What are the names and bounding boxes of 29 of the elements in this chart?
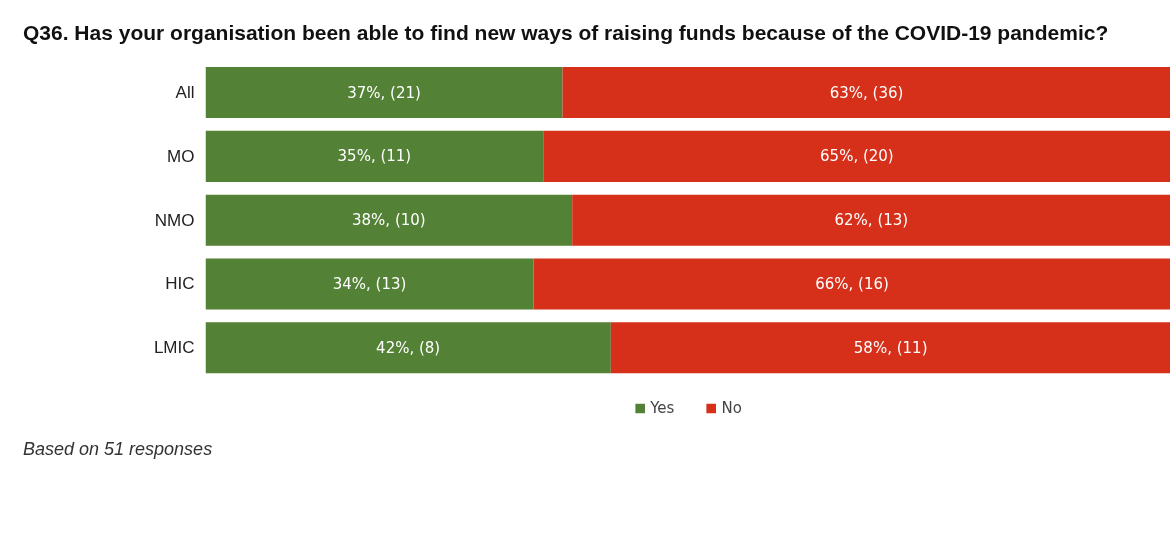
- bar: [572, 195, 1170, 247]
- bar: [205, 322, 611, 374]
- bar: [205, 67, 563, 119]
- chart-title: Q36. Has your organisation been able to find new ways of raising funds because of the COVID-19 pandemic?: [23, 20, 1109, 46]
- data-label: 34%, (13): [332, 275, 407, 294]
- bar: [543, 131, 1170, 183]
- y-tick-label: HIC: [165, 274, 195, 294]
- bar: [533, 258, 1170, 310]
- bar: [562, 67, 1170, 119]
- data-label: 37%, (21): [347, 83, 421, 102]
- bar: [205, 258, 534, 310]
- legend-label: No: [721, 399, 742, 418]
- data-label: 42%, (8): [376, 339, 441, 358]
- data-label: 35%, (11): [337, 147, 412, 166]
- data-label: 66%, (16): [815, 275, 889, 294]
- legend-label: Yes: [650, 399, 675, 418]
- data-label: 58%, (11): [853, 339, 928, 358]
- data-label: 63%, (36): [829, 83, 904, 102]
- data-label: 38%, (10): [352, 211, 426, 230]
- data-label: 62%, (13): [834, 211, 909, 230]
- bar: [610, 322, 1170, 374]
- bar: [205, 131, 544, 183]
- data-label: 65%, (20): [820, 147, 894, 166]
- y-tick-label: All: [175, 83, 195, 103]
- y-tick-label: NMO: [154, 211, 195, 231]
- y-tick-label: LMIC: [153, 338, 195, 358]
- text: Based on 51 responses: [23, 438, 213, 462]
- bar: [205, 195, 573, 247]
- y-tick-label: MO: [167, 147, 195, 167]
